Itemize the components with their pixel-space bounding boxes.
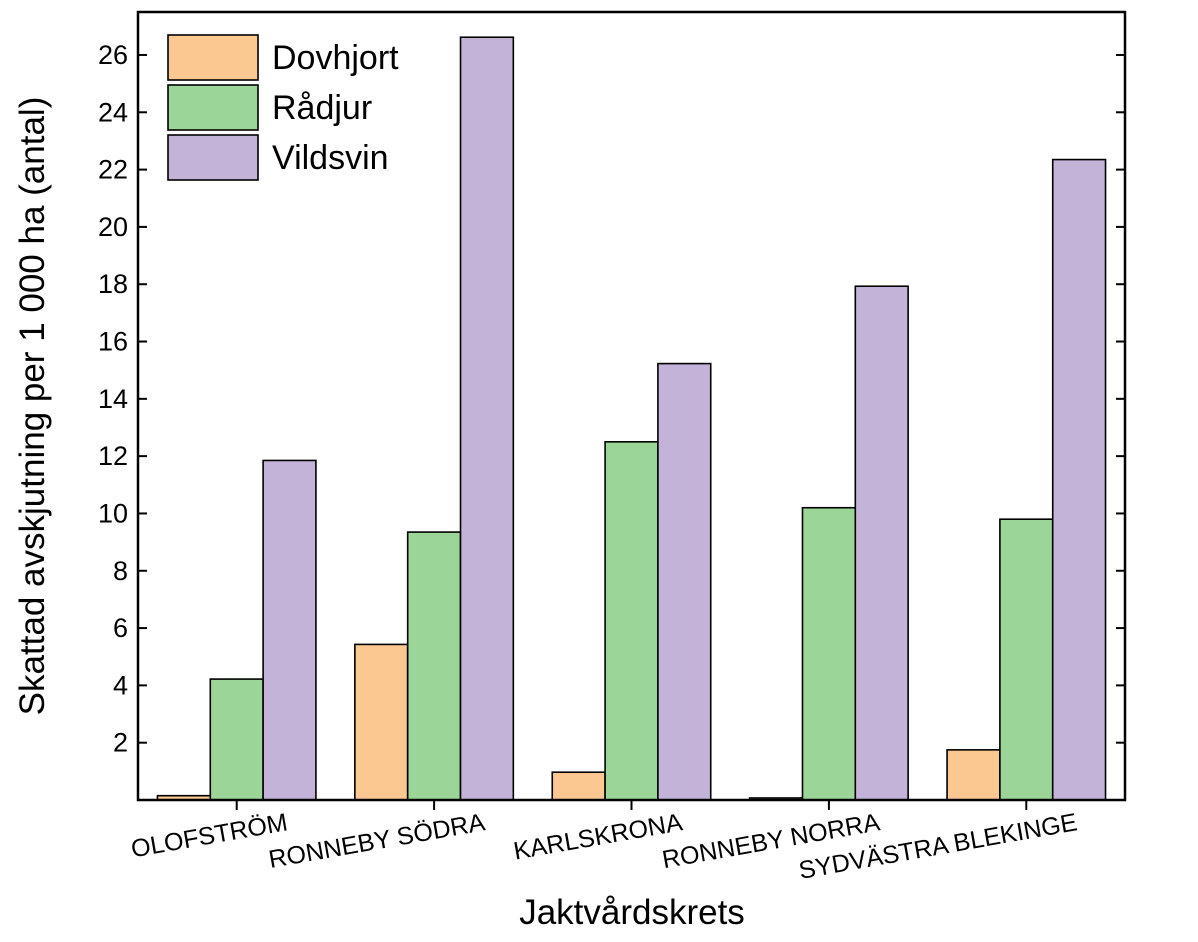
legend-swatch-vildsvin	[167, 134, 259, 181]
bar-vildsvin-5	[1051, 158, 1107, 801]
y-tick-label: 26	[98, 40, 128, 70]
bars-layer	[156, 36, 1107, 801]
bar-dovhjort-3	[551, 771, 606, 801]
bar-r-djur-4	[801, 506, 857, 801]
x-tick-label: RONNEBY SÖDRA	[267, 808, 488, 874]
legend: Dovhjort Rådjur Vildsvin	[167, 34, 399, 181]
y-tick-label: 2	[113, 728, 128, 758]
bar-vildsvin-1	[262, 459, 317, 801]
bar-vildsvin-3	[657, 362, 712, 801]
bar-r-djur-5	[999, 518, 1054, 801]
bar-vildsvin-4	[854, 285, 909, 801]
y-axis-title: Skattad avskjutning per 1 000 ha (antal)	[13, 97, 52, 716]
bar-dovhjort-5	[946, 749, 1001, 801]
bar-r-djur-1	[209, 678, 264, 801]
legend-label: Dovhjort	[272, 39, 399, 77]
y-tick-label: 8	[113, 556, 128, 586]
legend-swatch-dovhjort	[167, 34, 259, 81]
y-tick-label: 24	[98, 97, 128, 127]
legend-label: Rådjur	[272, 89, 372, 127]
x-axis-title: Jaktvårdskrets	[519, 893, 745, 932]
x-tick-label: KARLSKRONA	[511, 808, 684, 865]
y-tick-label: 6	[113, 613, 128, 643]
y-tick-label: 16	[98, 327, 128, 357]
y-tick-label: 22	[98, 155, 128, 185]
legend-label: Vildsvin	[272, 139, 389, 177]
legend-swatch-r-djur	[167, 84, 259, 131]
y-tick-label: 14	[98, 384, 128, 414]
bar-vildsvin-2	[459, 36, 515, 801]
y-tick-label: 4	[113, 670, 128, 700]
y-tick-label: 12	[98, 441, 128, 471]
y-tick-label: 18	[98, 269, 128, 299]
x-tick-label: OLOFSTRÖM	[129, 808, 290, 863]
bar-dovhjort-2	[354, 643, 409, 801]
y-tick-label: 10	[98, 498, 128, 528]
bar-r-djur-3	[604, 441, 659, 801]
y-tick-label: 20	[98, 212, 128, 242]
bar-r-djur-2	[406, 531, 462, 801]
